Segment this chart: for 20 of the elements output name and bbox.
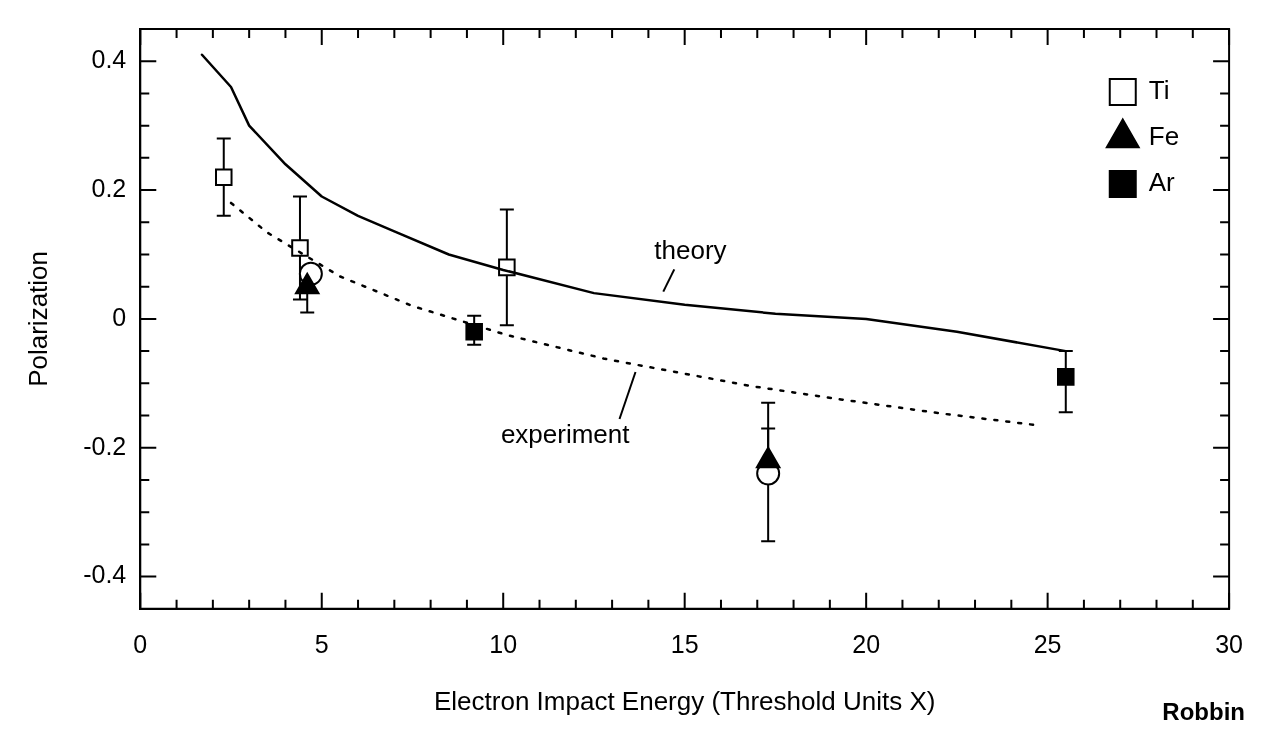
x-tick-label: 15 xyxy=(670,629,699,658)
y-tick-label: -0.4 xyxy=(83,560,127,589)
annotation: theory xyxy=(654,235,727,266)
y-tick-label: -0.2 xyxy=(83,431,127,460)
x-tick-label: 20 xyxy=(852,629,881,658)
x-tick-label: 10 xyxy=(489,629,518,658)
y-tick-label: 0 xyxy=(112,302,127,331)
legend-label: Fe xyxy=(1148,121,1180,152)
x-axis-title: Electron Impact Energy (Threshold Units X) xyxy=(433,685,936,716)
y-tick-label: 0.4 xyxy=(91,45,127,74)
y-tick-label: 0.2 xyxy=(91,173,127,202)
x-tick-label: 5 xyxy=(314,629,329,658)
legend-label: Ar xyxy=(1148,167,1176,198)
annotation: experiment xyxy=(500,419,631,450)
text: Robbin xyxy=(1162,698,1245,726)
x-tick-label: 25 xyxy=(1033,629,1062,658)
x-tick-label: 30 xyxy=(1215,629,1243,658)
y-axis-title: Polarization xyxy=(22,250,53,387)
legend-label: Ti xyxy=(1148,75,1170,106)
x-tick-label: 0 xyxy=(133,629,148,658)
